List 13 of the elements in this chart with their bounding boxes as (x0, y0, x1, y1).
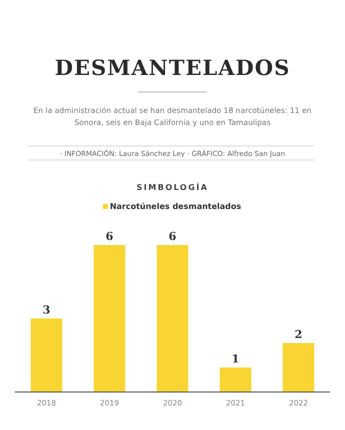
chart-title: DESMANTELADOS (54, 55, 290, 80)
bar (282, 343, 314, 392)
data-label: 6 (168, 230, 177, 243)
data-label: 2 (294, 328, 302, 341)
data-label: 1 (232, 352, 240, 366)
legend-title: SIMBOLOGÍA (136, 182, 208, 192)
bar (30, 318, 62, 392)
bar (156, 245, 188, 392)
legend-label: Narcotúneles desmantelados (110, 202, 242, 211)
data-label: 3 (42, 304, 50, 316)
data-label: 6 (106, 230, 114, 243)
bar (220, 368, 252, 392)
bar (94, 245, 126, 392)
